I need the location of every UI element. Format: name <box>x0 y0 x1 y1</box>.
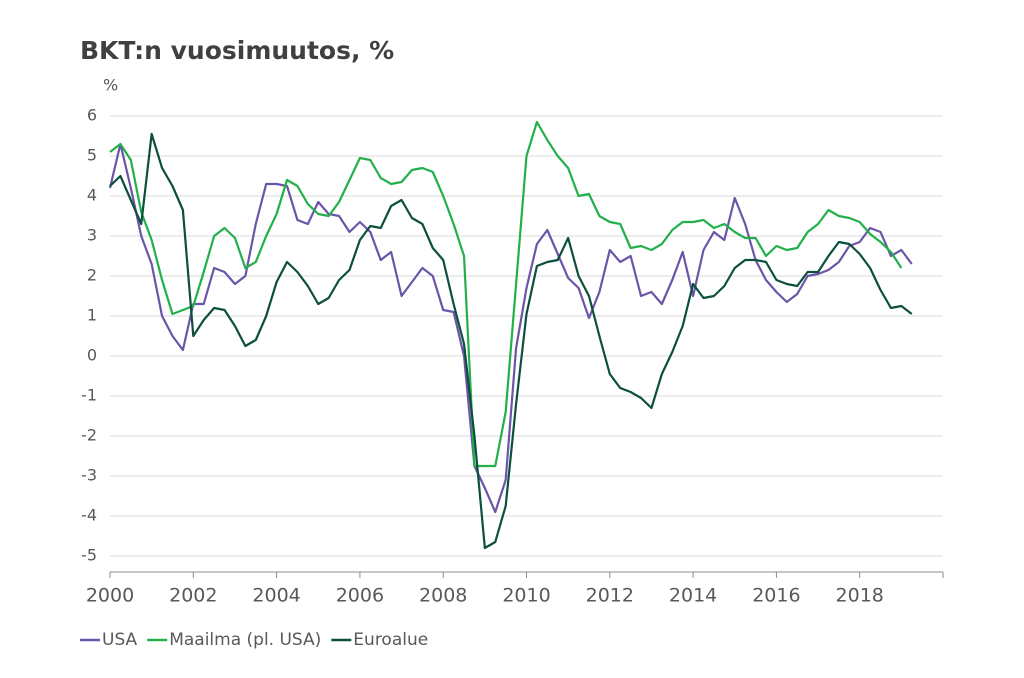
series-line <box>109 132 913 550</box>
y-tick-label: 0 <box>87 346 97 365</box>
x-tick-label: 2006 <box>336 585 384 607</box>
legend-label: USA <box>102 630 138 650</box>
x-tick-label: 2014 <box>669 585 717 607</box>
series-line <box>108 142 913 514</box>
x-tick-label: 2000 <box>86 585 134 607</box>
y-axis-label: % <box>103 76 118 95</box>
y-tick-label: -4 <box>81 506 97 525</box>
series-line <box>109 120 903 468</box>
legend-label: Maailma (pl. USA) <box>169 630 321 650</box>
y-tick-label: 6 <box>87 106 97 125</box>
y-tick-label: 2 <box>87 266 97 285</box>
x-tick-label: 2012 <box>586 585 634 607</box>
y-tick-label: 4 <box>87 186 97 205</box>
y-tick-label: -1 <box>81 386 97 405</box>
x-tick-label: 2018 <box>836 585 884 607</box>
y-tick-label: 3 <box>87 226 97 245</box>
x-tick-label: 2008 <box>419 585 467 607</box>
x-tick-label: 2016 <box>752 585 800 607</box>
x-tick-label: 2004 <box>252 585 300 607</box>
legend-label: Euroalue <box>353 630 428 650</box>
y-tick-label: -5 <box>81 546 97 565</box>
chart-title: BKT:n vuosimuutos, % <box>80 36 394 65</box>
x-tick-label: 2002 <box>169 585 217 607</box>
y-tick-label: 5 <box>87 146 97 165</box>
y-tick-label: 1 <box>87 306 97 325</box>
y-tick-label: -3 <box>81 466 97 485</box>
x-tick-label: 2010 <box>502 585 550 607</box>
y-tick-label: -2 <box>81 426 97 445</box>
